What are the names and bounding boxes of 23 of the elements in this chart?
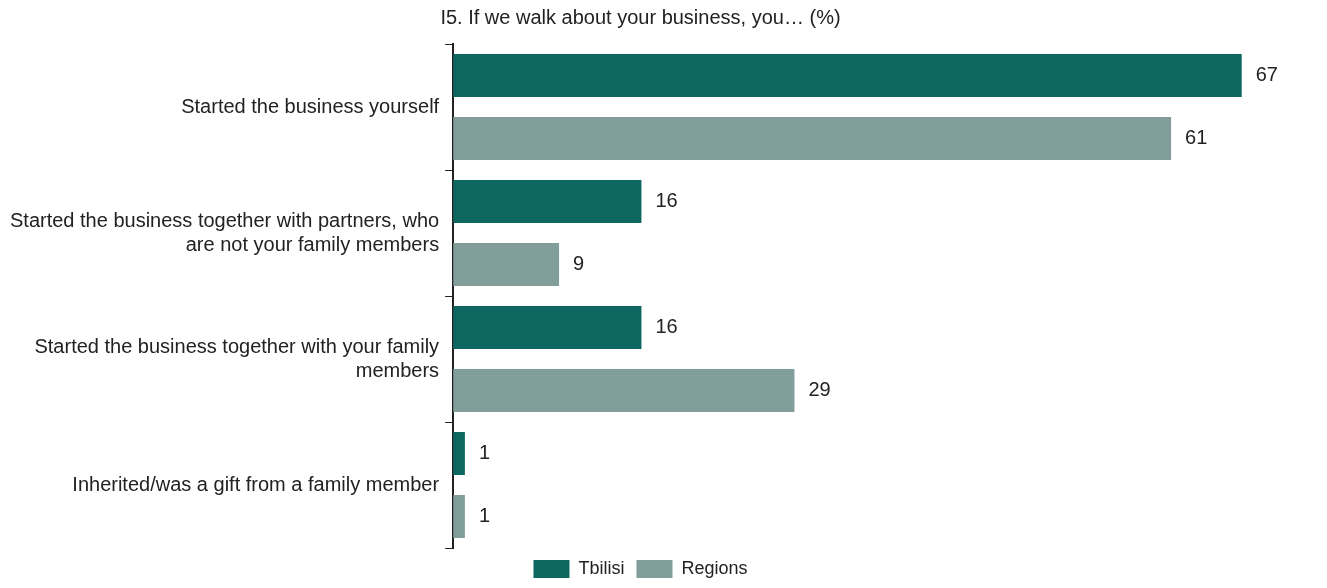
data-label: 1 [478, 504, 491, 527]
bar [453, 306, 642, 349]
chart-title: I5. If we walk about your business, you… (%) [440, 5, 841, 28]
y-tick-label: Inherited/was a gift from a family member [72, 472, 440, 495]
bar [453, 117, 1172, 160]
data-label: 29 [808, 378, 831, 401]
bar [453, 54, 1242, 97]
data-label: 1 [478, 441, 491, 464]
y-tick-label: Started the business together with partners, who are not your family members [9, 208, 440, 255]
bar [453, 243, 560, 286]
bar [453, 180, 642, 223]
legend-label: Tbilisi [578, 557, 625, 578]
bar [453, 495, 465, 538]
y-tick-label: Started the business yourself [181, 94, 440, 117]
data-label: 16 [655, 189, 678, 212]
data-label: 16 [655, 315, 678, 338]
legend-label: Regions [681, 557, 748, 578]
data-label: 61 [1185, 126, 1208, 149]
data-label: 67 [1255, 63, 1278, 86]
data-label: 9 [573, 252, 585, 275]
y-tick-label: Started the business together with your family members [34, 334, 440, 381]
bar [453, 432, 465, 475]
bar [453, 369, 795, 412]
